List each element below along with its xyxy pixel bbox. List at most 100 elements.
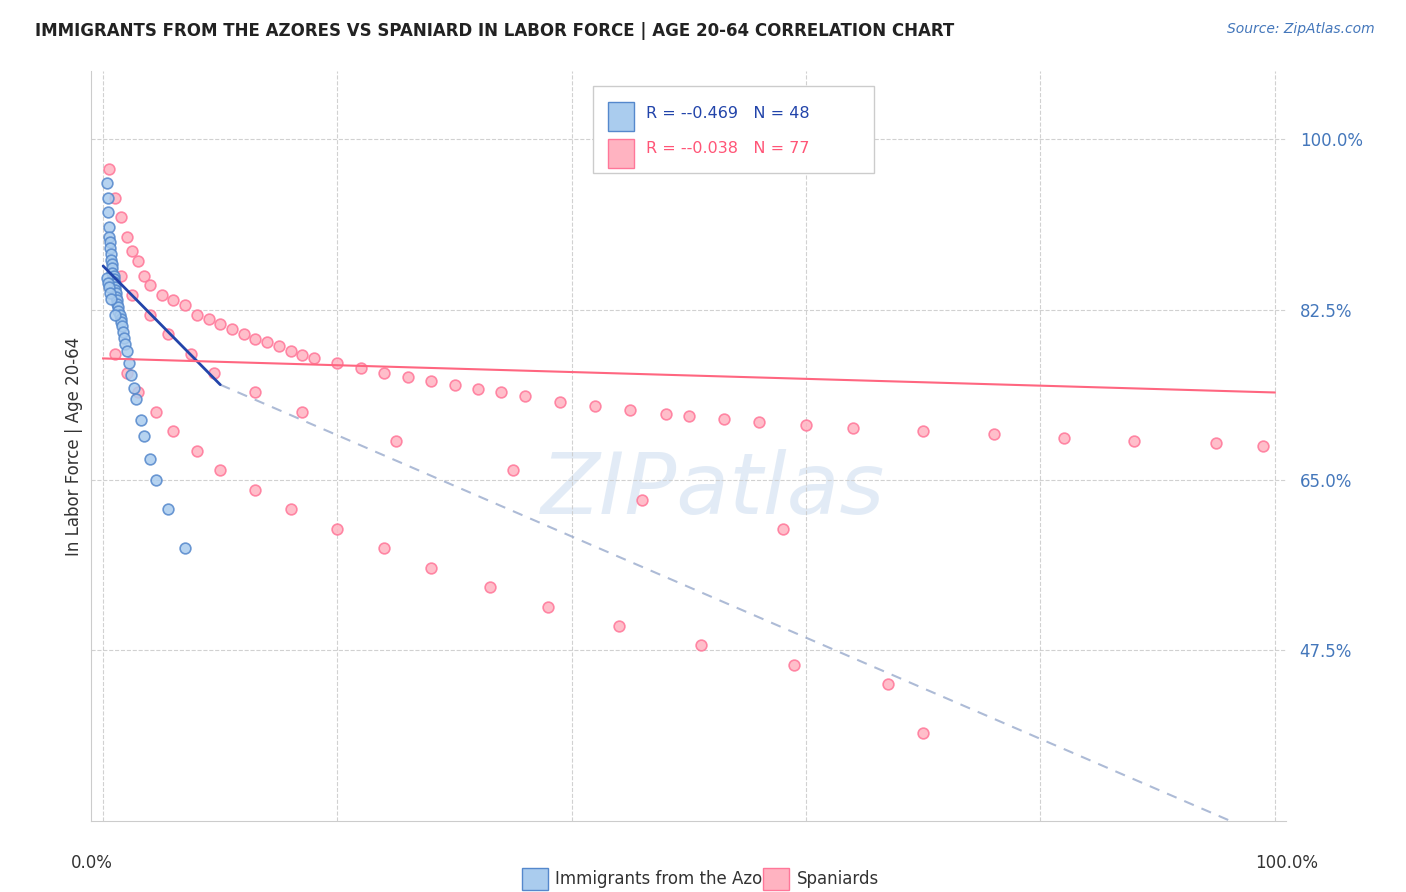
Point [139,451,162,466]
Point [280,343,302,358]
Point [101,257,124,271]
Point [110,268,132,283]
Point [221,322,243,336]
Point [98,220,120,235]
Text: 100.0%: 100.0% [1256,855,1317,872]
Point [607,619,630,633]
Point [291,347,314,361]
Point [100,292,122,306]
Text: Immigrants from the Azores: Immigrants from the Azores [555,870,787,888]
Point [98,242,121,256]
Point [513,389,536,403]
Point [385,434,408,449]
Point [1205,436,1227,450]
Point [174,541,197,556]
Point [101,266,124,280]
Point [105,293,128,307]
Point [162,293,184,307]
Text: R = --0.469   N = 48: R = --0.469 N = 48 [645,106,810,121]
Point [120,368,142,382]
Point [350,361,373,376]
Point [98,286,121,301]
Point [122,381,145,395]
Point [245,483,267,497]
Point [104,191,127,205]
Point [631,492,654,507]
Point [107,303,129,318]
Point [114,336,136,351]
Point [256,334,278,349]
Point [132,429,156,443]
Text: IMMIGRANTS FROM THE AZORES VS SPANIARD IN LABOR FORCE | AGE 20-64 CORRELATION CH: IMMIGRANTS FROM THE AZORES VS SPANIARD I… [35,22,955,40]
Point [105,286,127,301]
Point [842,421,865,435]
Point [112,331,135,345]
Point [105,290,127,304]
Point [280,502,302,516]
Point [156,327,179,342]
Point [103,275,125,289]
Point [443,377,465,392]
Point [232,327,254,342]
Point [877,677,900,691]
Point [121,244,143,259]
FancyBboxPatch shape [593,87,875,172]
Point [100,247,122,261]
Point [548,395,571,409]
Point [583,399,606,413]
Point [180,346,202,360]
Point [139,308,162,322]
Point [678,409,700,423]
Point [125,392,148,407]
Point [121,288,143,302]
Point [267,339,290,353]
Point [115,343,138,358]
Point [748,415,770,429]
Point [132,268,156,283]
Point [98,235,121,249]
Point [245,385,267,400]
Point [110,211,132,225]
Point [186,443,208,458]
Point [291,405,314,419]
Text: Source: ZipAtlas.com: Source: ZipAtlas.com [1227,22,1375,37]
Point [783,657,806,672]
Point [96,176,118,190]
Point [115,229,138,244]
Point [104,280,127,294]
Point [209,318,232,332]
Point [104,277,127,292]
Point [326,522,349,536]
Point [245,332,267,346]
Point [912,726,935,740]
Point [1251,439,1274,453]
Point [108,308,131,322]
Point [912,425,935,439]
Text: 0.0%: 0.0% [70,855,112,872]
Point [420,560,443,574]
Point [103,271,125,285]
Point [326,356,349,370]
Point [107,300,129,314]
Point [794,417,817,432]
Point [97,205,120,219]
Point [145,473,167,487]
Bar [763,868,789,890]
Point [619,403,641,417]
Point [491,385,513,400]
Point [100,253,122,268]
Point [118,356,141,370]
Bar [522,868,548,890]
Point [127,254,149,268]
Point [1053,431,1076,445]
Point [97,276,120,290]
Point [103,268,125,283]
Point [713,411,735,425]
Point [129,413,152,427]
Point [156,502,179,516]
Point [174,298,197,312]
Point [127,385,149,400]
Point [98,161,120,176]
Point [420,374,443,388]
Point [772,522,794,536]
